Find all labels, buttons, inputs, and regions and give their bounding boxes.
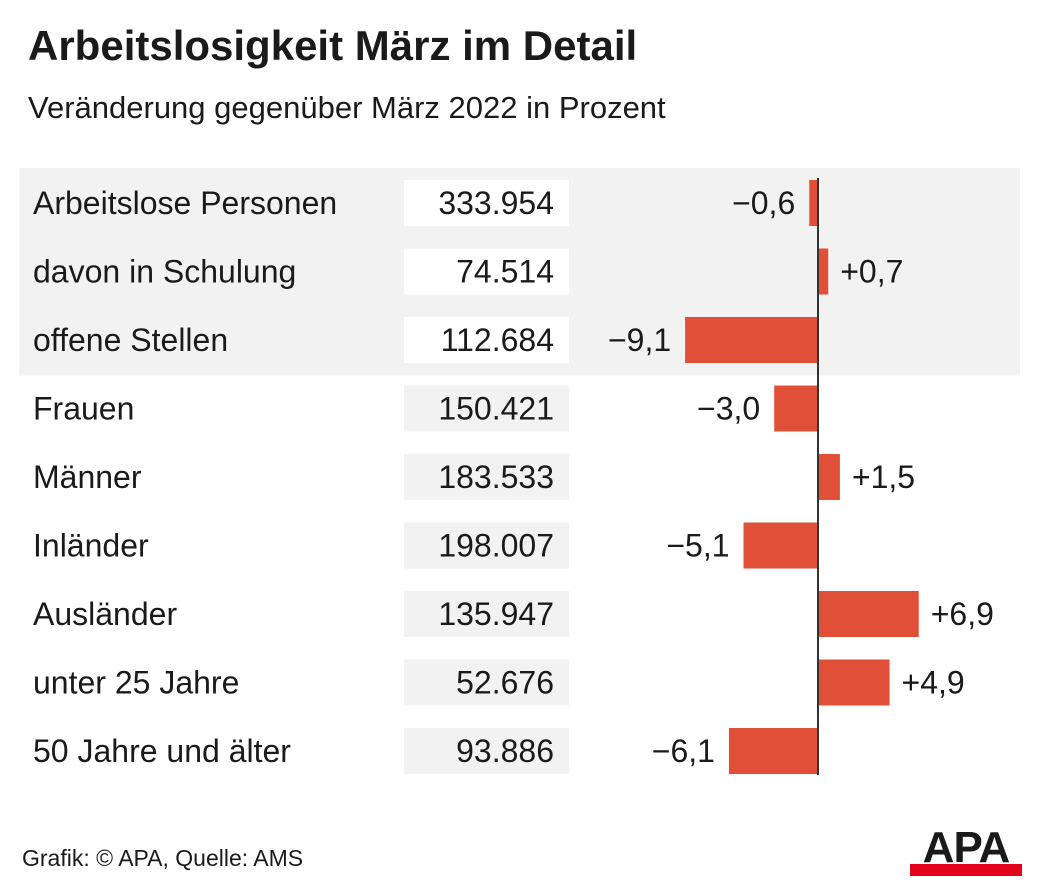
bar bbox=[743, 522, 818, 569]
data-label: −0,6 bbox=[732, 185, 795, 221]
count-box bbox=[404, 248, 569, 295]
count-box bbox=[404, 591, 569, 637]
data-label: −9,1 bbox=[608, 322, 671, 358]
data-label: −5,1 bbox=[666, 528, 729, 564]
count-value: 74.514 bbox=[456, 254, 554, 290]
category-label: Inländer bbox=[33, 528, 149, 564]
count-value: 93.886 bbox=[456, 733, 554, 769]
apa-logo-text: APA bbox=[923, 826, 1010, 872]
count-value: 52.676 bbox=[456, 665, 554, 701]
data-label: +1,5 bbox=[852, 459, 915, 495]
chart-title: Arbeitslosigkeit März im Detail bbox=[28, 22, 638, 69]
category-label: Männer bbox=[33, 459, 142, 495]
data-label: +0,7 bbox=[840, 254, 903, 290]
bar bbox=[728, 728, 818, 774]
count-value: 150.421 bbox=[438, 391, 554, 427]
data-label: +6,9 bbox=[931, 596, 994, 632]
category-label: Ausländer bbox=[33, 596, 177, 632]
chart-subtitle: Veränderung gegenüber März 2022 in Proze… bbox=[28, 90, 666, 125]
count-box bbox=[404, 180, 569, 226]
data-label: −6,1 bbox=[652, 733, 715, 769]
count-box bbox=[404, 659, 569, 706]
bar bbox=[809, 180, 818, 226]
count-value: 333.954 bbox=[438, 185, 554, 221]
bar bbox=[818, 591, 919, 637]
apa-logo: APA bbox=[910, 826, 1022, 876]
count-box bbox=[404, 728, 569, 774]
count-value: 183.533 bbox=[438, 459, 554, 495]
apa-logo-bar bbox=[910, 864, 1022, 876]
source-credit: Grafik: © APA, Quelle: AMS bbox=[22, 845, 304, 871]
count-value: 198.007 bbox=[438, 528, 554, 564]
bar bbox=[818, 659, 890, 706]
count-value: 112.684 bbox=[441, 322, 554, 358]
data-label: +4,9 bbox=[902, 665, 965, 701]
bar bbox=[818, 454, 840, 500]
count-box bbox=[404, 454, 569, 500]
category-label: davon in Schulung bbox=[33, 254, 296, 290]
data-label: −3,0 bbox=[697, 391, 760, 427]
count-box bbox=[404, 385, 569, 432]
count-box bbox=[404, 317, 569, 363]
category-label: Arbeitslose Personen bbox=[33, 185, 337, 221]
bar bbox=[818, 248, 829, 295]
bar bbox=[685, 317, 818, 363]
count-box bbox=[404, 522, 569, 569]
bar bbox=[774, 385, 818, 432]
category-label: 50 Jahre und älter bbox=[33, 733, 291, 769]
bar-chart: Arbeitslose Personen 333.954 −0,6 davon in … bbox=[19, 168, 1020, 775]
category-label: Frauen bbox=[33, 391, 134, 427]
category-label: offene Stellen bbox=[33, 322, 228, 358]
category-label: unter 25 Jahre bbox=[33, 665, 239, 701]
count-value: 135.947 bbox=[438, 596, 554, 632]
